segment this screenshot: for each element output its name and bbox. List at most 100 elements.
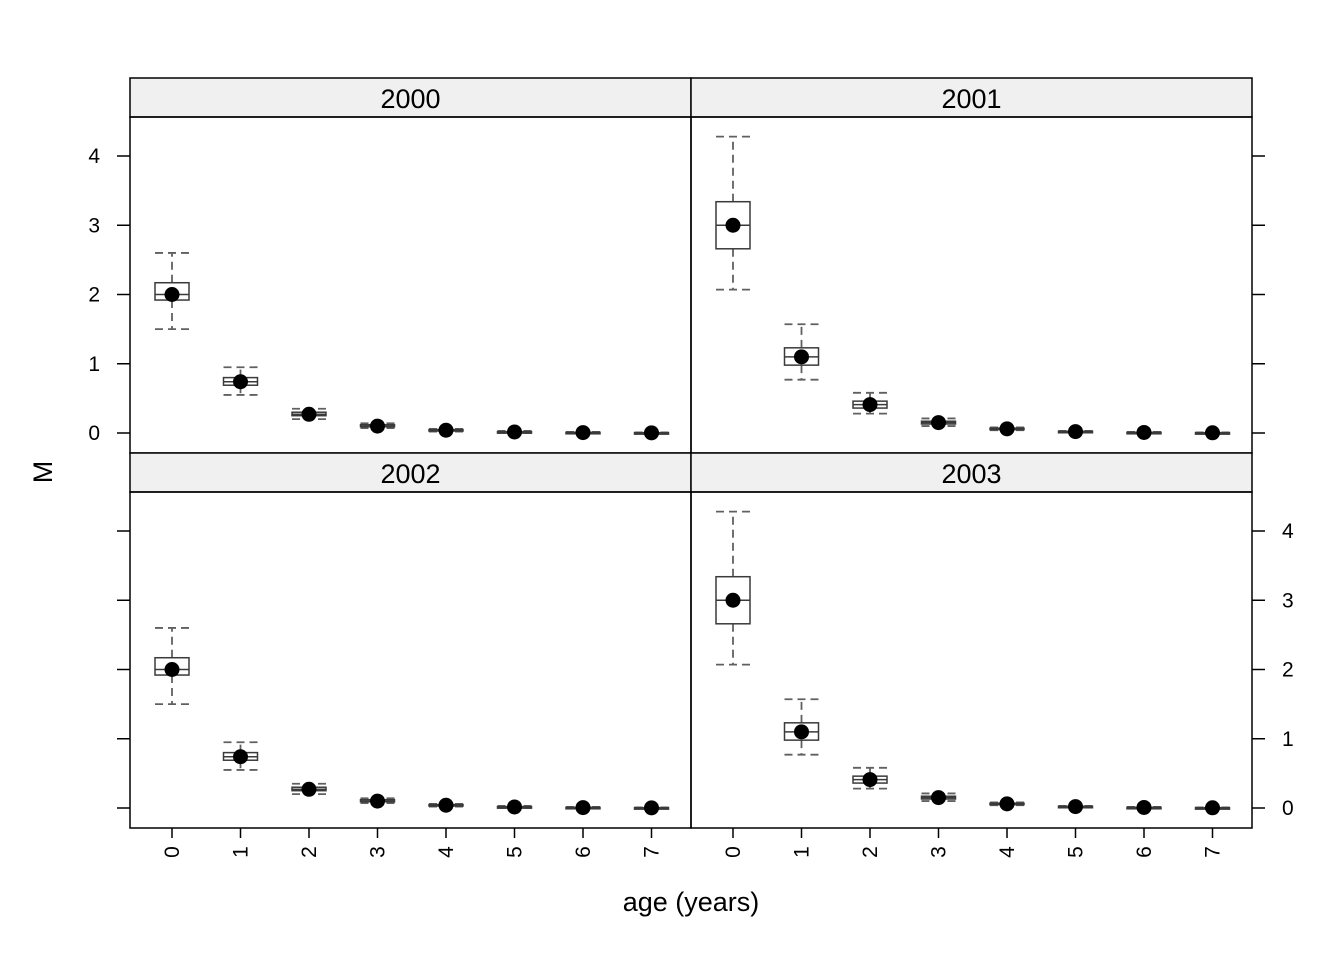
mean-point xyxy=(575,425,591,441)
x-tick-label: 6 xyxy=(1133,846,1156,858)
mean-point xyxy=(644,425,659,441)
y-tick-label: 2 xyxy=(88,284,100,307)
x-tick-label: 7 xyxy=(1202,846,1225,858)
mean-point xyxy=(438,422,454,438)
box-age-5 xyxy=(496,424,533,440)
panel-strip-title: 2001 xyxy=(941,84,1001,114)
mean-point xyxy=(1205,425,1220,441)
mean-point xyxy=(164,662,180,677)
x-tick-label: 5 xyxy=(1065,846,1088,858)
x-axis-title: age (years) xyxy=(623,887,760,917)
box-age-7 xyxy=(1194,800,1231,816)
box-age-3 xyxy=(920,790,957,806)
mean-point xyxy=(575,800,591,816)
box-age-1 xyxy=(783,698,820,756)
mean-point xyxy=(1205,800,1220,816)
panel-strip xyxy=(129,77,692,118)
mean-point xyxy=(794,724,809,740)
panel-2002: 2002 0 1 2 3 4 5 6 7 xyxy=(117,452,692,858)
box-age-7 xyxy=(633,800,670,816)
mean-point xyxy=(644,800,659,816)
panel-frame xyxy=(129,491,692,829)
y-tick-label: 1 xyxy=(88,353,100,376)
box-age-6 xyxy=(565,800,601,816)
box-age-4 xyxy=(989,796,1025,812)
mean-point xyxy=(233,374,248,390)
mean-point xyxy=(1068,799,1083,815)
x-tick-label: 1 xyxy=(791,846,814,858)
box-age-1 xyxy=(783,323,820,381)
x-tick-label: 0 xyxy=(161,846,184,858)
mean-point xyxy=(862,772,878,788)
box-age-4 xyxy=(428,797,464,813)
mean-point xyxy=(438,797,454,813)
box-age-2 xyxy=(291,406,327,422)
x-tick-label: 7 xyxy=(641,846,664,858)
x-tick-label: 4 xyxy=(435,846,458,858)
mean-point xyxy=(233,749,248,765)
box-age-7 xyxy=(1194,425,1231,441)
panel-strip-title: 2003 xyxy=(941,459,1001,489)
x-tick-label: 2 xyxy=(298,846,321,858)
y-tick-label: 4 xyxy=(88,145,100,168)
box-age-4 xyxy=(428,422,464,438)
box-age-0 xyxy=(154,627,190,706)
mean-point xyxy=(370,418,385,434)
panels-layer: 2000 0 1 2 3 4 2001 2002 0 1 2 3 4 5 6 7 2003 0 1 2 3 4 0 1 2 3 4 5… xyxy=(88,77,1294,858)
x-tick-label: 4 xyxy=(996,846,1019,858)
x-tick-label: 3 xyxy=(367,846,390,858)
mean-point xyxy=(507,424,522,440)
mean-point xyxy=(164,287,180,302)
panel-frame xyxy=(690,116,1253,454)
mean-point xyxy=(725,217,741,233)
box-age-7 xyxy=(633,425,670,441)
mean-point xyxy=(1068,424,1083,440)
x-tick-label: 0 xyxy=(722,846,745,858)
box-age-3 xyxy=(359,793,396,809)
mean-point xyxy=(931,415,946,431)
box-age-2 xyxy=(291,781,327,797)
box-age-6 xyxy=(1126,424,1162,440)
box-age-5 xyxy=(496,799,533,815)
x-tick-label: 2 xyxy=(859,846,882,858)
box-age-3 xyxy=(920,415,957,431)
box-age-2 xyxy=(852,766,888,790)
panel-strip xyxy=(690,77,1253,118)
panel-2003: 2003 0 1 2 3 4 0 1 2 3 4 5 6 7 xyxy=(690,452,1294,858)
mean-point xyxy=(725,592,741,608)
x-tick-label: 1 xyxy=(230,846,253,858)
mean-point xyxy=(794,349,809,365)
panel-strip-title: 2000 xyxy=(380,84,440,114)
y-tick-label: 3 xyxy=(88,214,100,237)
panel-frame xyxy=(690,491,1253,829)
panel-strip xyxy=(129,452,692,493)
box-age-4 xyxy=(989,421,1025,437)
y-tick-label: 4 xyxy=(1282,520,1294,543)
mean-point xyxy=(301,781,317,797)
panel-frame xyxy=(129,116,692,454)
panel-2001: 2001 xyxy=(690,77,1265,454)
mean-point xyxy=(1136,424,1152,440)
mean-point xyxy=(999,421,1015,437)
y-tick-label: 1 xyxy=(1282,728,1294,751)
x-tick-label: 6 xyxy=(572,846,595,858)
mean-point xyxy=(1136,799,1152,815)
panel-strip-title: 2002 xyxy=(380,459,440,489)
panel-2000: 2000 0 1 2 3 4 xyxy=(88,77,692,454)
box-age-3 xyxy=(359,418,396,434)
box-age-0 xyxy=(154,252,190,331)
mean-point xyxy=(931,790,946,806)
y-axis-title: M xyxy=(28,461,58,484)
mean-point xyxy=(999,796,1015,812)
y-tick-label: 0 xyxy=(88,422,100,445)
panel-strip xyxy=(690,452,1253,493)
box-age-5 xyxy=(1057,799,1094,815)
mean-point xyxy=(301,406,317,422)
box-age-5 xyxy=(1057,424,1094,440)
y-tick-label: 3 xyxy=(1282,589,1294,612)
x-tick-label: 3 xyxy=(928,846,951,858)
mean-point xyxy=(507,799,522,815)
x-tick-label: 5 xyxy=(504,846,527,858)
box-age-2 xyxy=(852,391,888,415)
